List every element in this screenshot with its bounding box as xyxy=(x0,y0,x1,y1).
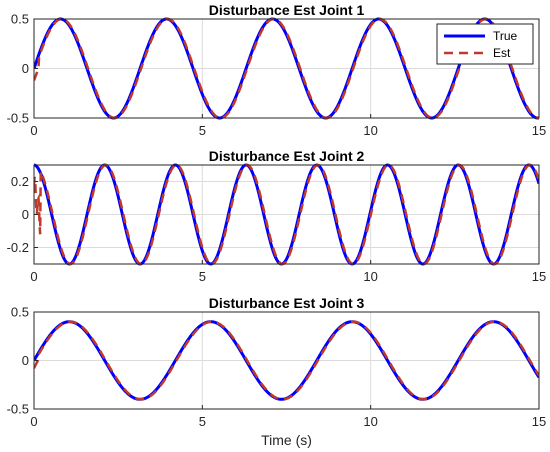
y-tick-label: 0.5 xyxy=(11,305,29,320)
x-tick-label: 0 xyxy=(30,414,37,429)
x-tick-label: 10 xyxy=(363,269,377,284)
subplot-title: Disturbance Est Joint 2 xyxy=(209,148,365,164)
x-tick-label: 10 xyxy=(363,414,377,429)
legend-box xyxy=(436,23,534,65)
subplot-title: Disturbance Est Joint 1 xyxy=(209,2,365,18)
x-tick-label: 0 xyxy=(30,269,37,284)
y-tick-label: 0 xyxy=(22,353,29,368)
x-tick-label: 15 xyxy=(532,414,546,429)
series-true-line xyxy=(34,163,539,266)
x-tick-label: 15 xyxy=(532,269,546,284)
x-tick-label: 5 xyxy=(199,123,206,138)
y-tick-label: -0.2 xyxy=(7,240,29,255)
x-tick-label: 5 xyxy=(199,414,206,429)
y-tick-label: -0.5 xyxy=(7,111,29,126)
y-tick-label: 0.2 xyxy=(11,174,29,189)
series-est-line xyxy=(34,320,539,401)
legend-true-label: True xyxy=(493,29,518,43)
x-axis-label: Time (s) xyxy=(261,432,312,448)
x-tick-label: 0 xyxy=(30,123,37,138)
y-tick-label: 0 xyxy=(22,61,29,76)
y-tick-label: -0.5 xyxy=(7,402,29,417)
legend-est-label: Est xyxy=(493,46,511,60)
x-tick-label: 10 xyxy=(363,123,377,138)
series-est-line xyxy=(34,163,539,266)
x-tick-label: 15 xyxy=(532,123,546,138)
legend: True Est xyxy=(436,23,534,65)
subplot-title: Disturbance Est Joint 3 xyxy=(209,295,365,311)
y-tick-label: 0.5 xyxy=(11,12,29,27)
x-tick-label: 5 xyxy=(199,269,206,284)
y-tick-label: 0 xyxy=(22,207,29,222)
